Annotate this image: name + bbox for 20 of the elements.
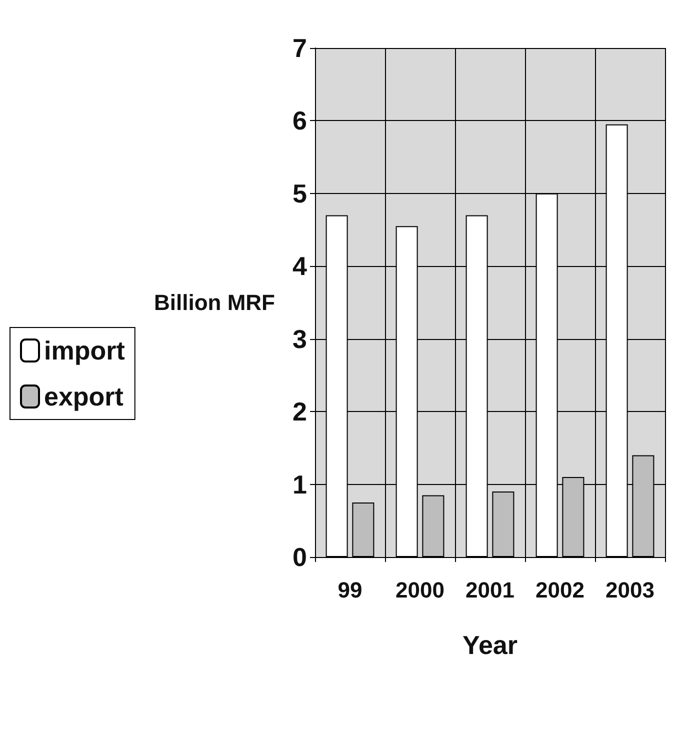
y-tick-label: 6 — [292, 106, 307, 136]
y-tick-label: 4 — [292, 251, 308, 282]
y-axis-title: Billion MRF — [154, 290, 275, 315]
y-tick-label: 7 — [292, 33, 307, 63]
x-tick-label: 99 — [338, 578, 362, 602]
x-tick-label: 2002 — [536, 578, 584, 602]
bar — [352, 502, 374, 557]
x-axis-title: Year — [462, 630, 518, 660]
y-tick-label: 1 — [292, 469, 307, 500]
y-tick-label: 2 — [292, 396, 307, 427]
legend-label: export — [44, 382, 124, 412]
x-tick-label: 2000 — [396, 578, 444, 602]
x-tick-label: 2001 — [466, 578, 514, 602]
legend-label: import — [44, 336, 126, 366]
y-tick-label: 0 — [292, 542, 307, 572]
bar — [492, 492, 514, 557]
y-tick-label: 3 — [292, 324, 307, 354]
x-tick-label: 2003 — [606, 578, 654, 602]
y-tick-label: 5 — [292, 178, 307, 208]
bar — [422, 495, 444, 557]
